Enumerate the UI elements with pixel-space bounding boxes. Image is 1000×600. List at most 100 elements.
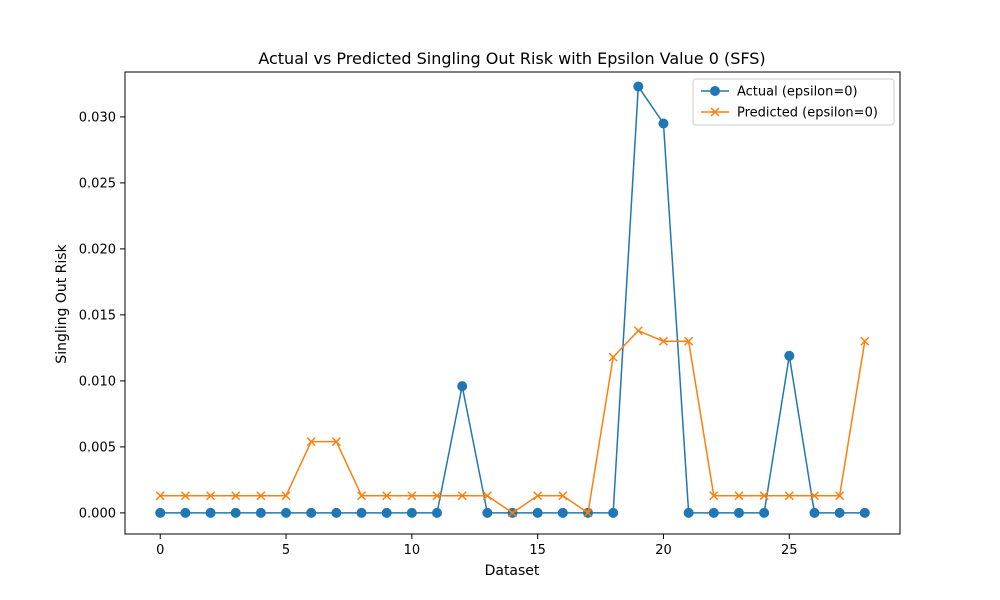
x-tick-label: 5 [282,543,290,558]
marker-stroke [155,491,165,501]
x-tick-label: 20 [655,543,672,558]
data-point-actual [255,507,266,518]
data-point-actual [683,507,694,518]
data-point-actual [809,507,820,518]
marker-stroke [709,491,719,501]
series-line-actual [160,85,865,514]
x-tick-label: 10 [404,543,421,558]
data-point-actual [633,81,644,92]
marker-stroke [608,352,618,362]
y-tick-label: 0.015 [79,308,116,323]
data-point-predicted [206,491,216,501]
y-tick-label: 0.020 [79,242,116,257]
data-point-predicted [306,437,316,447]
data-point-actual [708,507,719,518]
data-point-predicted [533,491,543,501]
legend: Actual (epsilon=0) Predicted (epsilon=0) [692,78,895,126]
y-tick-label: 0.030 [79,110,116,125]
data-point-actual [180,507,191,518]
data-point-predicted [684,336,694,346]
marker-stroke [759,491,769,501]
data-point-actual [381,507,392,518]
data-point-predicted [734,491,744,501]
y-tick-label: 0.010 [79,374,116,389]
data-point-actual [406,507,417,518]
marker-stroke [860,336,870,346]
y-axis-label: Singling Out Risk [54,243,70,363]
marker-stroke [256,491,266,501]
marker-stroke [809,491,819,501]
marker-stroke [533,491,543,501]
data-point-predicted [407,491,417,501]
data-point-actual [432,507,443,518]
data-point-actual [205,507,216,518]
legend-box [692,78,895,126]
data-point-predicted [835,491,845,501]
marker-stroke [734,491,744,501]
marker-stroke [784,491,794,501]
data-point-predicted [507,508,518,518]
series-line-predicted [160,329,866,514]
marker-stroke [206,491,216,501]
data-point-predicted [356,491,367,501]
y-tick-label: 0.005 [79,440,116,455]
data-point-predicted [256,491,266,501]
data-point-predicted [180,491,190,501]
marker-stroke [583,508,593,518]
data-point-actual [557,507,568,518]
data-point-actual [658,118,669,129]
marker-stroke [382,491,392,501]
data-point-predicted [558,491,568,501]
data-point-actual [457,381,468,392]
marker-stroke [180,491,190,501]
data-point-predicted [457,491,467,501]
data-point-actual [784,350,795,361]
marker-stroke [710,107,720,117]
data-point-actual [482,507,493,518]
data-point-predicted [281,491,291,501]
marker-stroke [658,336,669,346]
legend-marker-predicted [710,107,720,117]
data-point-actual [859,507,870,518]
data-point-actual [281,507,292,518]
data-point-predicted [709,491,719,501]
marker-stroke [331,437,341,447]
marker-stroke [432,491,442,501]
data-point-predicted [608,352,618,362]
data-point-actual [306,507,317,518]
chart-title: Actual vs Predicted Singling Out Risk wi… [258,49,765,68]
data-point-predicted [382,491,392,501]
data-point-predicted [658,336,669,346]
data-point-actual [608,507,619,518]
data-point-actual [532,507,543,518]
x-tick-label: 15 [529,543,546,558]
marker-stroke [482,491,492,501]
data-point-actual [834,507,845,518]
marker-stroke [507,508,518,518]
x-tick-label: 0 [156,543,164,558]
data-point-predicted [860,336,870,346]
marker-stroke [407,491,417,501]
data-point-actual [155,507,166,518]
data-point-predicted [432,491,442,501]
plot-area: 0 5 10 15 20 25 0.000 0.005 0.010 0.015 0.020 0.025… [79,71,901,558]
marker-stroke [356,491,367,501]
marker-stroke [633,326,643,336]
x-tick-label: 25 [781,543,798,558]
data-point-predicted [482,491,492,501]
data-point-predicted [759,491,769,501]
y-tick-label: 0.000 [79,506,116,521]
data-point-actual [230,507,241,518]
data-point-predicted [583,508,593,518]
data-point-predicted [231,491,241,501]
marker-stroke [457,491,467,501]
x-axis-label: Dataset [485,563,540,579]
marker-stroke [684,336,694,346]
marker-stroke [835,491,845,501]
data-point-predicted [809,491,819,501]
data-point-predicted [633,326,643,336]
legend-label-predicted: Predicted (epsilon=0) [737,106,878,121]
data-point-actual [759,507,770,518]
marker-stroke [231,491,241,501]
